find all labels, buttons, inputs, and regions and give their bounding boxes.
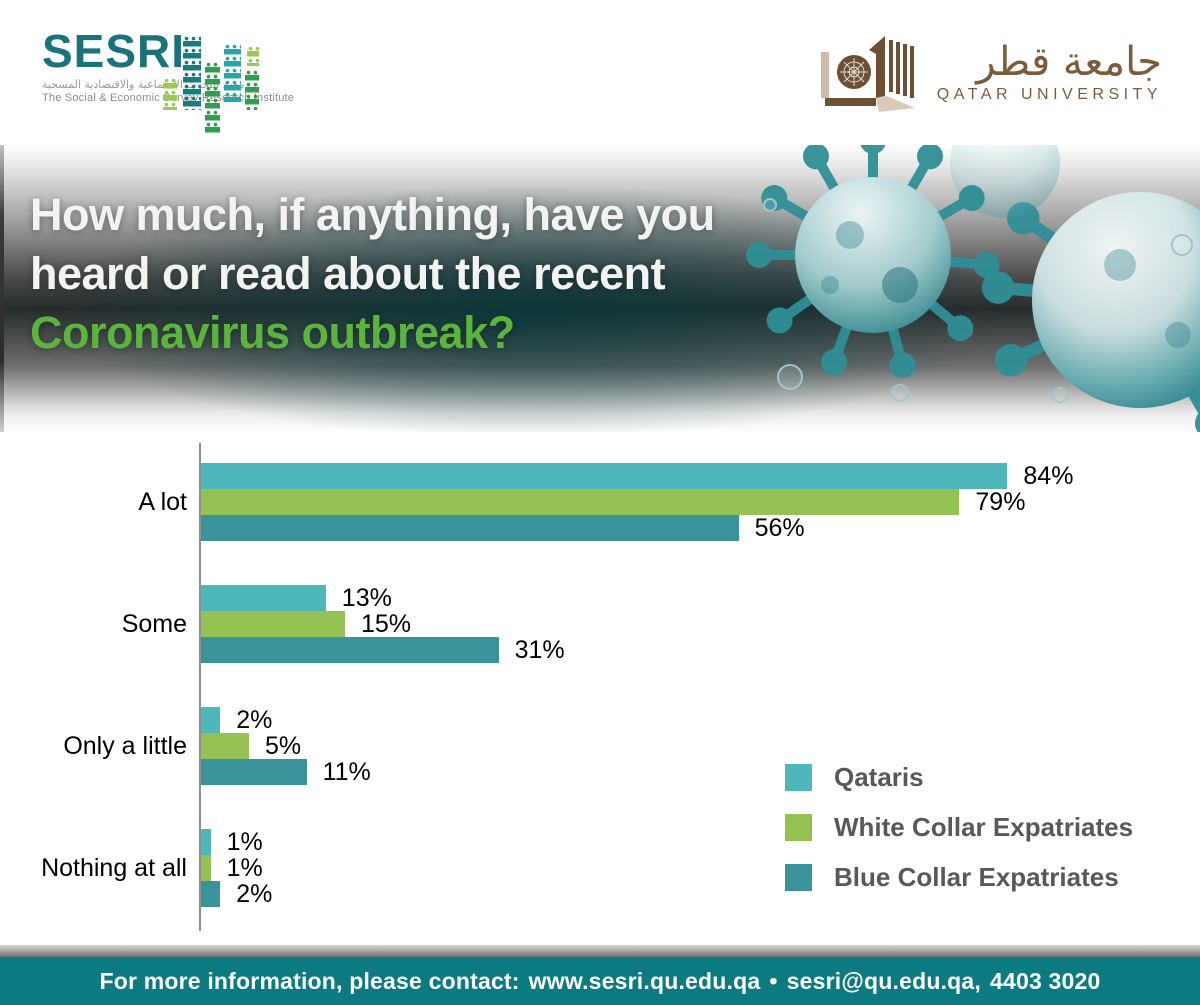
value-label: 1% <box>226 853 263 882</box>
value-label: 2% <box>236 879 273 908</box>
bar-row: 56% <box>201 513 1200 542</box>
people-column-icon <box>205 62 220 134</box>
legend-swatch-icon <box>785 764 812 791</box>
sesri-people-skyline-icon <box>163 36 273 136</box>
chart-axis-line <box>199 443 201 931</box>
bar-blue-collar-expatriates <box>201 637 499 663</box>
legend-swatch-icon <box>785 864 812 891</box>
banner-left-edge <box>0 145 4 432</box>
value-label: 84% <box>1023 461 1074 490</box>
bar-row: 15% <box>201 609 1200 638</box>
bar-row: 2% <box>201 879 1200 908</box>
category-label: A lot <box>138 487 187 516</box>
people-column-icon <box>163 78 177 110</box>
bar-white-collar-expatriates <box>201 733 249 759</box>
category-bars: 1% 1% 2% <box>199 827 1200 908</box>
value-label: 11% <box>322 757 371 786</box>
bar-row: 5% <box>201 731 1200 760</box>
value-label: 31% <box>514 635 565 664</box>
separator-dot: • <box>769 967 778 994</box>
qu-text-block: جامعة قطر QATAR UNIVERSITY <box>937 40 1162 104</box>
legend-item: Blue Collar Expatriates <box>785 862 1133 893</box>
category-bars: 84% 79% 56% <box>199 461 1200 542</box>
legend-item: Qataris <box>785 762 1133 793</box>
qu-arabic-name: جامعة قطر <box>976 39 1162 85</box>
bar-row: 1% <box>201 853 1200 882</box>
contact-email: sesri@qu.edu.qa, <box>786 967 981 994</box>
bar-qataris <box>201 463 1008 489</box>
people-column-icon <box>183 36 201 110</box>
chart-group: Nothing at all 1% 1% 2% <box>0 827 1200 908</box>
contact-label: For more information, please contact: <box>99 967 520 994</box>
bar-white-collar-expatriates <box>201 855 211 881</box>
question-line-1: How much, if anything, have you <box>30 189 715 240</box>
legend-swatch-icon <box>785 814 812 841</box>
category-bars: 13% 15% 31% <box>199 583 1200 664</box>
chart-groups: A lot 84% 79% 56% Some 13% 15% 31% Only a little… <box>0 461 1200 908</box>
value-label: 79% <box>975 487 1026 516</box>
bar-white-collar-expatriates <box>201 489 960 515</box>
footer-shadow <box>0 945 1200 957</box>
bar-row: 31% <box>201 635 1200 664</box>
legend-label: White Collar Expatriates <box>834 812 1134 842</box>
value-label: 1% <box>226 827 263 856</box>
chart-legend: Qataris White Collar Expatriates Blue Coll… <box>785 762 1133 912</box>
category-label: Only a little <box>63 731 187 760</box>
footer-contact-bar: For more information, please contact: ww… <box>0 957 1200 1005</box>
bar-qataris <box>201 707 221 733</box>
qatar-university-logo: جامعة قطر QATAR UNIVERSITY <box>817 30 1162 114</box>
survey-question: How much, if anything, have you heard or… <box>30 185 715 362</box>
coronavirus-illustration <box>730 145 1200 432</box>
people-column-icon <box>247 46 259 66</box>
contact-phone: 4403 3020 <box>990 967 1101 994</box>
bar-qataris <box>201 829 211 855</box>
category-bars: 2% 5% 11% <box>199 705 1200 786</box>
question-line-2: heard or read about the recent <box>30 248 666 299</box>
bar-row: 2% <box>201 705 1200 734</box>
virus-icon <box>746 145 1200 432</box>
value-label: 5% <box>265 731 302 760</box>
value-label: 56% <box>754 513 805 542</box>
bar-row: 1% <box>201 827 1200 856</box>
bar-qataris <box>201 585 326 611</box>
bar-blue-collar-expatriates <box>201 515 739 541</box>
people-column-icon <box>245 70 259 110</box>
category-label: Nothing at all <box>41 853 187 882</box>
header: SESRI معهد البحوث الاجتماعية والاقتصادية… <box>0 0 1200 145</box>
qu-book-icon <box>820 36 915 112</box>
value-label: 2% <box>236 705 273 734</box>
bar-blue-collar-expatriates <box>201 759 307 785</box>
bar-row: 13% <box>201 583 1200 612</box>
legend-label: Qataris <box>834 762 924 792</box>
chart-group: Only a little 2% 5% 11% <box>0 705 1200 786</box>
bar-white-collar-expatriates <box>201 611 345 637</box>
value-label: 13% <box>341 583 392 612</box>
chart-group: A lot 84% 79% 56% <box>0 461 1200 542</box>
legend-item: White Collar Expatriates <box>785 812 1133 843</box>
legend-label: Blue Collar Expatriates <box>834 862 1119 892</box>
bar-blue-collar-expatriates <box>201 881 221 907</box>
question-line-3-highlight: Coronavirus outbreak? <box>30 307 515 358</box>
chart-group: Some 13% 15% 31% <box>0 583 1200 664</box>
bar-chart: A lot 84% 79% 56% Some 13% 15% 31% Only a little… <box>0 432 1200 945</box>
bar-row: 11% <box>201 757 1200 786</box>
website-url: www.sesri.qu.edu.qa <box>528 967 761 994</box>
people-column-icon <box>224 44 241 102</box>
question-banner: How much, if anything, have you heard or… <box>0 145 1200 432</box>
qu-english-name: QATAR UNIVERSITY <box>936 86 1162 103</box>
sesri-wordmark: SESRI <box>42 25 186 77</box>
bar-row: 79% <box>201 487 1200 516</box>
value-label: 15% <box>361 609 412 638</box>
category-label: Some <box>121 609 187 638</box>
bar-row: 84% <box>201 461 1200 490</box>
